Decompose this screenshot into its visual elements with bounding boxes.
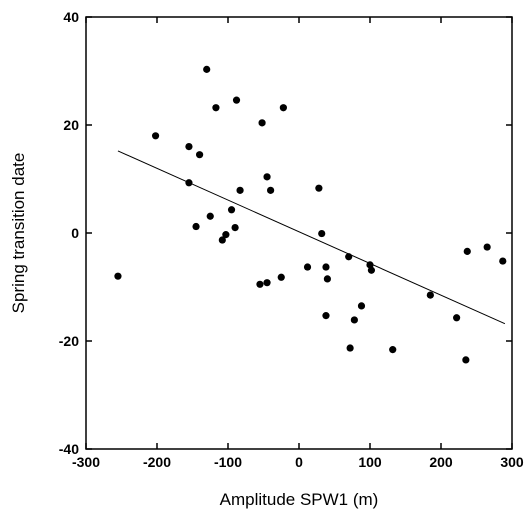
x-tick-label: 0 <box>295 454 303 470</box>
data-point <box>322 263 330 271</box>
data-point <box>267 186 275 194</box>
data-point <box>231 224 239 232</box>
data-point <box>185 179 193 187</box>
data-point <box>346 344 354 352</box>
y-axis-label: Spring transition date <box>9 153 28 314</box>
data-point <box>499 257 507 265</box>
x-tick-label: -100 <box>214 454 242 470</box>
data-point <box>279 104 287 112</box>
y-tick-label: -40 <box>59 441 79 457</box>
x-tick-label: -200 <box>143 454 171 470</box>
data-points <box>114 65 507 364</box>
data-point <box>206 212 214 220</box>
data-point <box>236 186 244 194</box>
y-tick-label: -20 <box>59 333 79 349</box>
data-point <box>222 231 230 239</box>
data-point <box>277 273 285 281</box>
x-tick-label: 300 <box>500 454 524 470</box>
data-point <box>426 291 434 299</box>
data-point <box>389 346 397 354</box>
data-point <box>196 151 204 159</box>
data-point <box>232 96 241 104</box>
data-point <box>350 316 358 324</box>
x-tick-label: 100 <box>358 454 382 470</box>
data-point <box>463 247 471 255</box>
data-point <box>483 243 491 251</box>
data-point <box>218 236 226 244</box>
data-point <box>323 275 331 283</box>
data-point <box>357 302 366 310</box>
trend-line <box>117 150 506 325</box>
data-point <box>203 65 211 73</box>
data-point <box>256 280 264 288</box>
x-tick-label: -300 <box>72 454 100 470</box>
data-point <box>303 263 312 271</box>
data-point <box>227 206 236 214</box>
data-point <box>114 272 122 280</box>
data-point <box>462 356 470 364</box>
data-point <box>367 266 376 274</box>
data-point <box>263 173 271 181</box>
data-point <box>366 261 374 269</box>
data-point <box>263 279 271 287</box>
data-point <box>345 253 353 261</box>
data-point <box>185 143 193 151</box>
data-point <box>192 222 200 231</box>
y-tick-label: 20 <box>63 117 79 133</box>
plot-frame <box>85 16 513 450</box>
data-point <box>258 119 266 127</box>
data-point <box>212 104 220 112</box>
x-axis-label: Amplitude SPW1 (m) <box>220 490 379 509</box>
x-tick-label: 200 <box>429 454 453 470</box>
data-point <box>315 184 323 192</box>
data-point <box>453 314 461 322</box>
data-point <box>322 312 330 320</box>
y-tick-label: 40 <box>63 9 79 25</box>
data-point <box>318 229 326 238</box>
data-point <box>151 132 160 140</box>
y-tick-label: 0 <box>71 225 79 241</box>
